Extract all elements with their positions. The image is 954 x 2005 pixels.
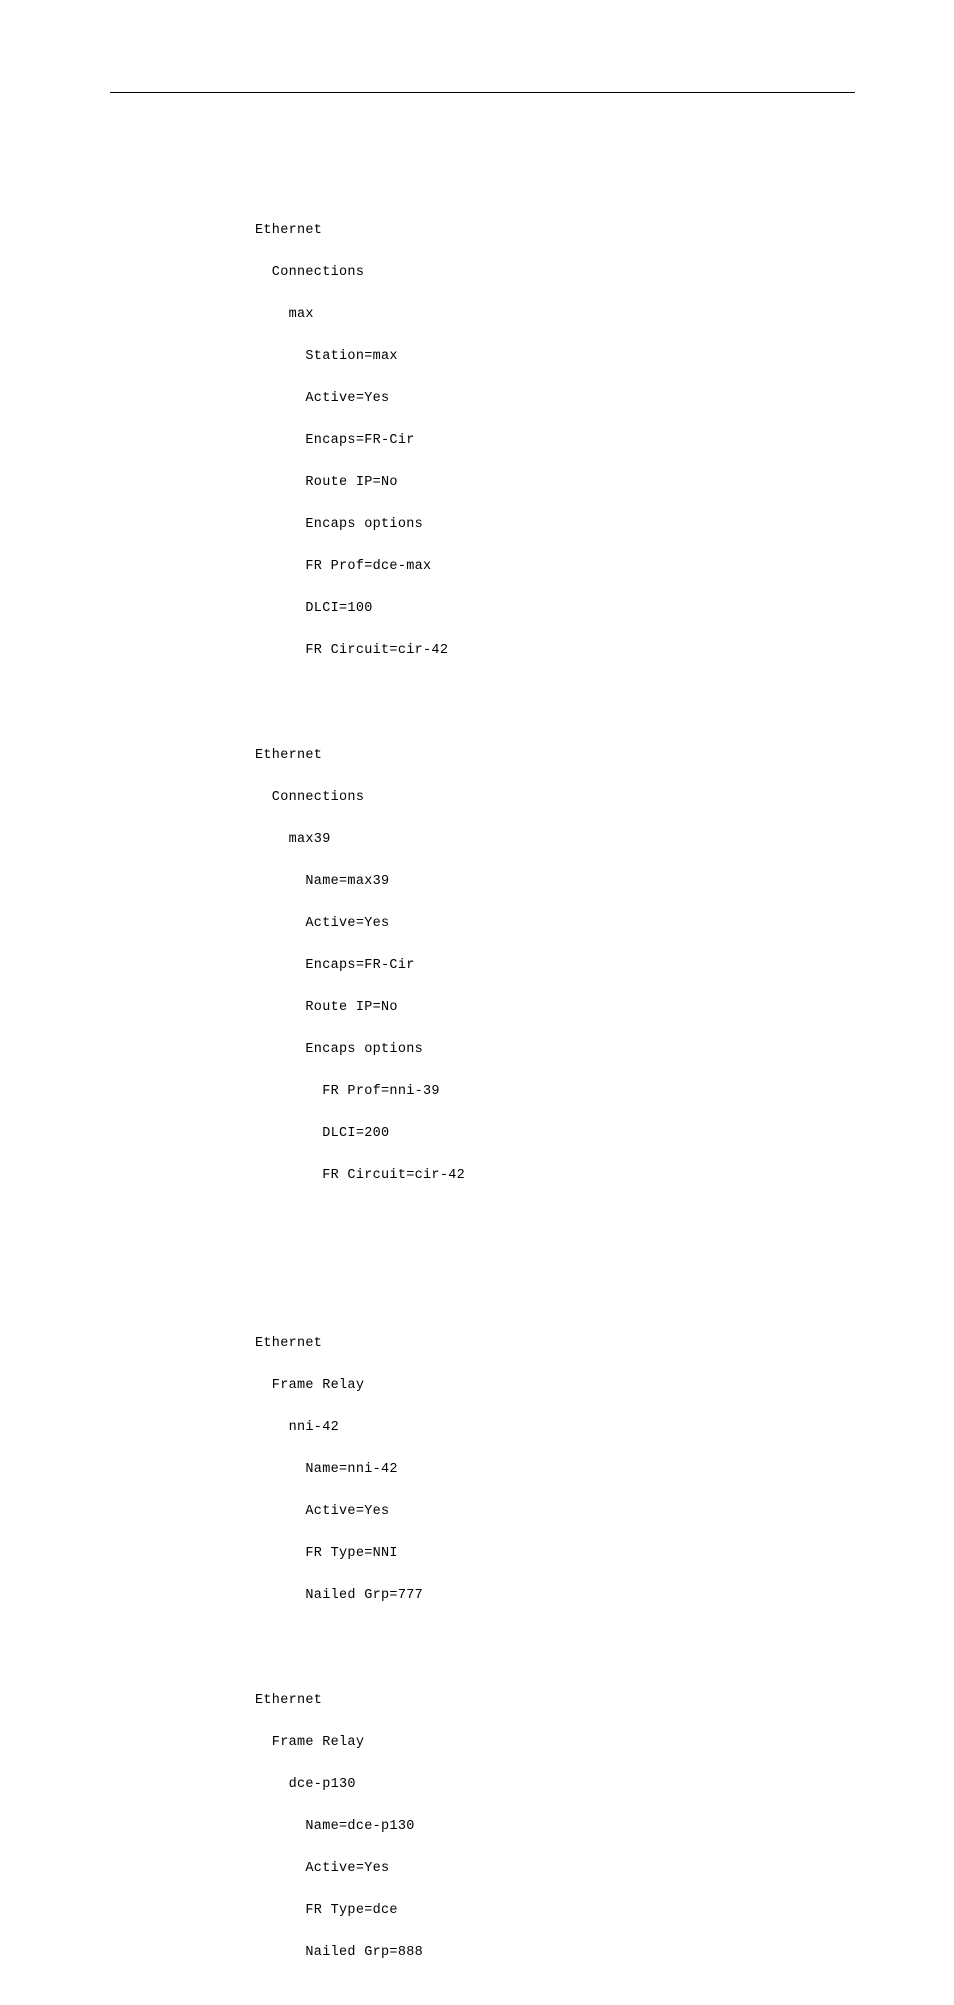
config-line: Route IP=No [255,997,465,1018]
config-line: FR Type=NNI [255,1543,465,1564]
config-line: Connections [255,787,465,808]
config-line: FR Prof=dce-max [255,556,465,577]
config-line: Frame Relay [255,1732,465,1753]
config-line: FR Type=dce [255,1900,465,1921]
config-line: Nailed Grp=888 [255,1942,465,1963]
config-line: Frame Relay [255,1375,465,1396]
config-line: FR Circuit=cir-42 [255,640,465,661]
config-line: Encaps=FR-Cir [255,955,465,976]
config-block-3: Ethernet Frame Relay nni-42 Name=nni-42 … [255,1312,465,1627]
config-block-4: Ethernet Frame Relay dce-p130 Name=dce-p… [255,1669,465,1984]
config-line: max39 [255,829,465,850]
section-gap [255,1249,465,1291]
config-line: DLCI=200 [255,1123,465,1144]
config-line: Route IP=No [255,472,465,493]
config-line: Nailed Grp=777 [255,1585,465,1606]
config-line: Active=Yes [255,1858,465,1879]
config-line: Station=max [255,346,465,367]
config-line: FR Circuit=cir-42 [255,1165,465,1186]
config-line: FR Prof=nni-39 [255,1081,465,1102]
config-line: max [255,304,465,325]
config-line: nni-42 [255,1417,465,1438]
config-line: Connections [255,262,465,283]
config-line: Name=max39 [255,871,465,892]
config-line: Ethernet [255,1690,465,1711]
config-line: Active=Yes [255,913,465,934]
config-block-1: Ethernet Connections max Station=max Act… [255,199,465,682]
config-line: Ethernet [255,1333,465,1354]
config-line: Name=nni-42 [255,1459,465,1480]
config-line: dce-p130 [255,1774,465,1795]
config-line: Ethernet [255,220,465,241]
config-block-2: Ethernet Connections max39 Name=max39 Ac… [255,724,465,1207]
config-line: Encaps=FR-Cir [255,430,465,451]
config-line: Ethernet [255,745,465,766]
config-line: Encaps options [255,1039,465,1060]
horizontal-rule [110,92,855,93]
config-line: Name=dce-p130 [255,1816,465,1837]
config-line: Active=Yes [255,1501,465,1522]
document-content: Ethernet Connections max Station=max Act… [255,178,465,2005]
config-line: DLCI=100 [255,598,465,619]
config-line: Active=Yes [255,388,465,409]
config-line: Encaps options [255,514,465,535]
